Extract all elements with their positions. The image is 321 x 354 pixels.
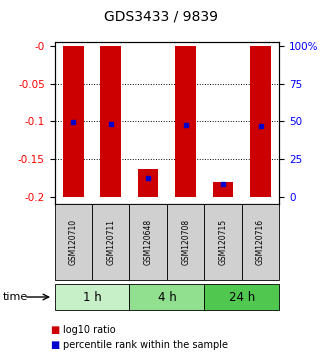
Bar xyxy=(100,46,121,198)
Text: GSM120708: GSM120708 xyxy=(181,218,190,265)
Bar xyxy=(213,182,233,198)
Bar xyxy=(63,46,83,198)
Bar xyxy=(175,46,196,198)
Text: GSM120715: GSM120715 xyxy=(219,218,228,265)
Text: 1 h: 1 h xyxy=(82,291,101,303)
Bar xyxy=(138,169,159,198)
Text: GSM120648: GSM120648 xyxy=(144,218,153,265)
Text: percentile rank within the sample: percentile rank within the sample xyxy=(63,340,228,350)
Text: ■: ■ xyxy=(50,340,59,350)
Text: time: time xyxy=(3,292,29,302)
Text: 4 h: 4 h xyxy=(158,291,176,303)
Text: GSM120710: GSM120710 xyxy=(69,218,78,265)
Text: GSM120716: GSM120716 xyxy=(256,218,265,265)
Text: 24 h: 24 h xyxy=(229,291,255,303)
Bar xyxy=(250,46,271,198)
Text: GSM120711: GSM120711 xyxy=(106,219,115,264)
Text: ■: ■ xyxy=(50,325,59,335)
Text: GDS3433 / 9839: GDS3433 / 9839 xyxy=(103,9,218,23)
Text: log10 ratio: log10 ratio xyxy=(63,325,115,335)
